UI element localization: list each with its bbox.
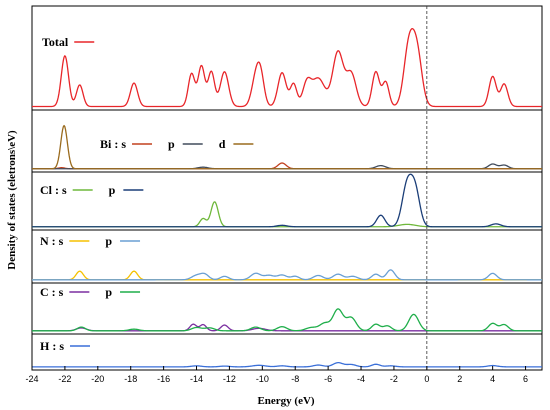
dos-series-line	[32, 270, 542, 281]
y-axis-title: Density of states (eletrons\eV)	[6, 130, 18, 270]
legend-prefix: Total	[42, 35, 69, 49]
x-tick-label: -24	[25, 374, 38, 384]
panel-legend: Total	[42, 35, 95, 49]
dos-series-line	[32, 361, 542, 368]
dos-series-line	[32, 162, 542, 170]
dos-panel: Bi : s p d	[31, 109, 543, 173]
legend-label: p	[105, 285, 112, 299]
legend-prefix: H : s	[40, 339, 64, 353]
x-tick-label: -12	[223, 374, 236, 384]
panel-frame	[31, 5, 543, 111]
dos-series-line	[32, 201, 542, 228]
x-tick-label: -16	[157, 374, 170, 384]
panel-legend: N : s p	[40, 234, 141, 248]
panel-frame	[31, 333, 543, 371]
dos-series-line	[32, 28, 542, 108]
x-tick-label: -8	[291, 374, 299, 384]
dos-panel: Total	[31, 5, 543, 111]
dos-series-line	[32, 173, 542, 228]
dos-panel: H : s	[31, 333, 543, 371]
x-axis: -24 -22 -20 -18 -16 -14 -12 -10 -8 -6 -4 -2 0 2 4 6	[25, 366, 528, 384]
panel-frame	[31, 171, 543, 231]
dos-panel: C : s p	[31, 282, 543, 335]
panels-layer: Total Bi : s p d Cl : s p N : s p C : s p H : s	[31, 5, 543, 371]
panel-legend: H : s	[40, 339, 90, 353]
legend-label: p	[168, 137, 175, 151]
x-tick-label: 0	[424, 374, 429, 384]
x-tick-label: -14	[190, 374, 203, 384]
legend-label: d	[219, 137, 226, 151]
dos-panel: Cl : s p	[31, 171, 543, 231]
legend-prefix: Cl : s	[40, 183, 67, 197]
legend-label: p	[109, 183, 116, 197]
x-tick-label: 4	[490, 374, 495, 384]
x-tick-label: -4	[357, 374, 365, 384]
legend-label: p	[105, 234, 112, 248]
x-tick-label: -18	[124, 374, 137, 384]
dos-series-line	[32, 124, 542, 170]
x-tick-label: -6	[324, 374, 332, 384]
x-tick-label: 2	[457, 374, 462, 384]
panel-legend: C : s p	[40, 285, 141, 299]
dos-panel: N : s p	[31, 229, 543, 284]
panel-legend: Cl : s p	[40, 183, 144, 197]
legend-prefix: C : s	[40, 285, 64, 299]
dos-series-line	[32, 308, 542, 332]
x-tick-label: -20	[91, 374, 104, 384]
legend-prefix: Bi : s	[100, 137, 126, 151]
legend-prefix: N : s	[40, 234, 64, 248]
panel-legend: Bi : s p d	[100, 137, 254, 151]
dos-series-line	[32, 323, 542, 332]
x-axis-title: Energy (eV)	[257, 395, 314, 407]
x-tick-label: -22	[58, 374, 71, 384]
x-tick-label: 6	[523, 374, 528, 384]
dos-series-line	[32, 269, 542, 281]
x-tick-label: -10	[256, 374, 269, 384]
x-tick-label: -2	[390, 374, 398, 384]
